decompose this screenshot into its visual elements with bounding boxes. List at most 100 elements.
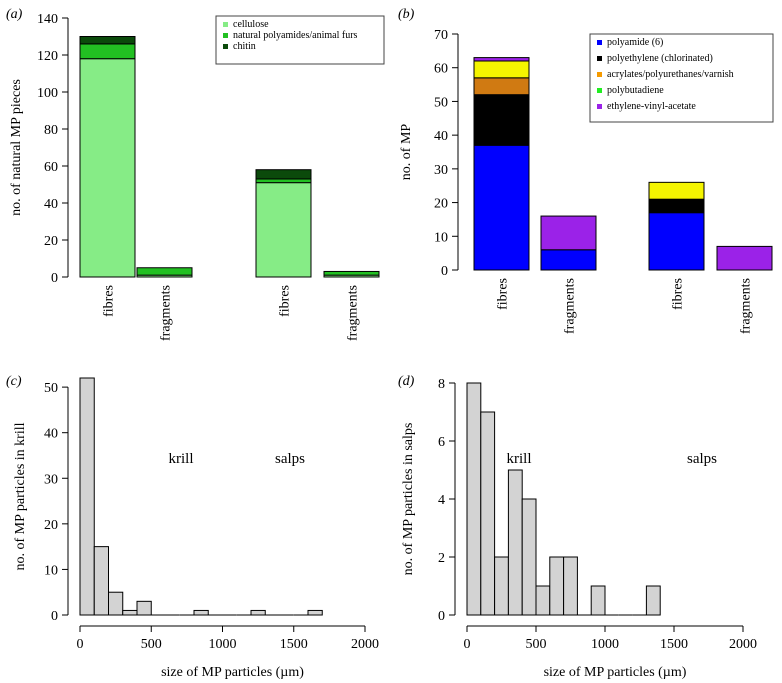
panel-d-chart: (d) 0 2 4 6 8 no. of MP particles in salps 0 500… <box>398 374 757 680</box>
y-axis-label: no. of MP particles in krill <box>13 422 28 570</box>
histogram-bar <box>136 600 152 616</box>
bar-segment <box>716 245 773 271</box>
histogram-bar <box>108 591 124 616</box>
y-tick-label: 100 <box>37 86 58 101</box>
y-tick-label: 50 <box>44 381 58 396</box>
histogram-bar <box>645 585 661 616</box>
legend: polyamide (6) polyethylene (chlorinated) a… <box>589 33 774 123</box>
panel-label: (b) <box>398 7 415 22</box>
y-tick-label: 40 <box>44 427 58 442</box>
legend-marker <box>597 56 602 61</box>
y-tick-label: 10 <box>44 563 58 578</box>
x-category-label: fragments <box>563 278 578 334</box>
histogram-bar <box>590 585 606 616</box>
histogram-bar <box>563 556 578 616</box>
y-tick-label: 140 <box>37 12 58 27</box>
y-tick-label: 60 <box>434 62 448 77</box>
y-tick-label: 60 <box>44 160 58 175</box>
bar-segment <box>540 249 597 271</box>
bar-segment <box>79 43 136 60</box>
bar-segment <box>255 182 312 278</box>
y-axis-label: no. of natural MP pieces <box>9 79 24 216</box>
panel-a-chart: (a) 0 20 40 60 80 100 120 140 no. of natural MP p… <box>6 7 385 467</box>
bar-segment <box>255 178 312 184</box>
y-tick-label: 4 <box>438 493 445 508</box>
group-label: salps <box>275 451 305 467</box>
x-axis-label: size of MP particles (µm) <box>544 665 687 680</box>
bar-segment <box>79 58 136 278</box>
bar-segment <box>648 198 705 214</box>
legend-marker <box>597 72 602 77</box>
panel-label: (a) <box>6 7 23 22</box>
y-tick-label: 0 <box>51 271 58 286</box>
x-category-label: fibres <box>102 285 117 317</box>
group-label: krill <box>507 451 532 467</box>
y-tick-label: 20 <box>44 234 58 249</box>
panel-label: (d) <box>398 374 415 389</box>
histogram-bar <box>494 556 509 616</box>
bar-segment <box>648 181 705 200</box>
y-tick-label: 20 <box>434 197 448 212</box>
legend-marker <box>223 33 228 38</box>
histogram-bar <box>307 609 323 616</box>
x-tick-label: 1000 <box>591 637 619 652</box>
y-tick-label: 0 <box>438 609 445 624</box>
y-tick-label: 40 <box>44 197 58 212</box>
histogram-bar <box>93 546 109 616</box>
legend-box <box>215 15 385 65</box>
bar-segment <box>473 94 530 146</box>
x-axis-label: size of MP particles (µm) <box>161 665 304 680</box>
y-tick-label: 0 <box>441 264 448 279</box>
bar-segment <box>648 212 705 271</box>
x-category-label: fragments <box>159 285 174 341</box>
bar-segment <box>79 36 136 45</box>
x-tick-label: 500 <box>141 637 162 652</box>
x-tick-label: 0 <box>464 637 471 652</box>
group-label: salps <box>687 451 717 467</box>
histogram-bar <box>193 609 209 616</box>
y-tick-label: 20 <box>44 518 58 533</box>
y-axis-label: no. of MP <box>399 124 414 181</box>
panel-b-chart: (b) 0 10 20 30 40 50 60 70 no. of MP fibres fragmen… <box>398 7 774 467</box>
x-tick-label: 1500 <box>280 637 308 652</box>
legend-label: polyamide (6) <box>607 37 663 48</box>
panel-label: (c) <box>6 374 22 389</box>
legend-label: cellulose <box>233 19 269 30</box>
bar-segment <box>323 270 380 276</box>
x-category-label: fragments <box>346 285 361 341</box>
bar-segment <box>473 77 530 96</box>
legend-box <box>589 33 774 123</box>
histogram-bar <box>535 585 551 616</box>
y-tick-label: 6 <box>438 435 445 450</box>
x-tick-label: 500 <box>526 637 547 652</box>
x-category-label: fibres <box>496 278 511 310</box>
bar-segment <box>473 57 530 62</box>
x-category-label: fibres <box>278 285 293 317</box>
y-tick-label: 0 <box>51 609 58 624</box>
bar-segment <box>473 144 530 271</box>
x-tick-label: 1500 <box>660 637 688 652</box>
legend-label: ethylene-vinyl-acetate <box>607 101 696 112</box>
y-tick-label: 10 <box>434 230 448 245</box>
legend-marker <box>597 88 602 93</box>
legend-label: polyethylene (chlorinated) <box>607 53 713 64</box>
legend-marker <box>597 40 602 45</box>
legend-label: acrylates/polyurethanes/varnish <box>607 69 734 80</box>
x-tick-label: 2000 <box>729 637 757 652</box>
x-tick-label: 0 <box>77 637 84 652</box>
histogram-bar <box>250 609 266 616</box>
histogram-bar <box>122 609 138 616</box>
y-tick-label: 40 <box>434 129 448 144</box>
histogram-bar <box>79 377 95 616</box>
legend-marker <box>223 22 228 27</box>
x-category-label: fibres <box>671 278 686 310</box>
bar-segment <box>136 267 193 276</box>
x-tick-label: 2000 <box>351 637 379 652</box>
bar-segment <box>540 215 597 251</box>
x-tick-label: 1000 <box>209 637 237 652</box>
x-category-label: fragments <box>739 278 754 334</box>
legend-label: polybutadiene <box>607 85 664 96</box>
legend-marker <box>223 44 228 49</box>
histogram-bar <box>466 382 482 616</box>
